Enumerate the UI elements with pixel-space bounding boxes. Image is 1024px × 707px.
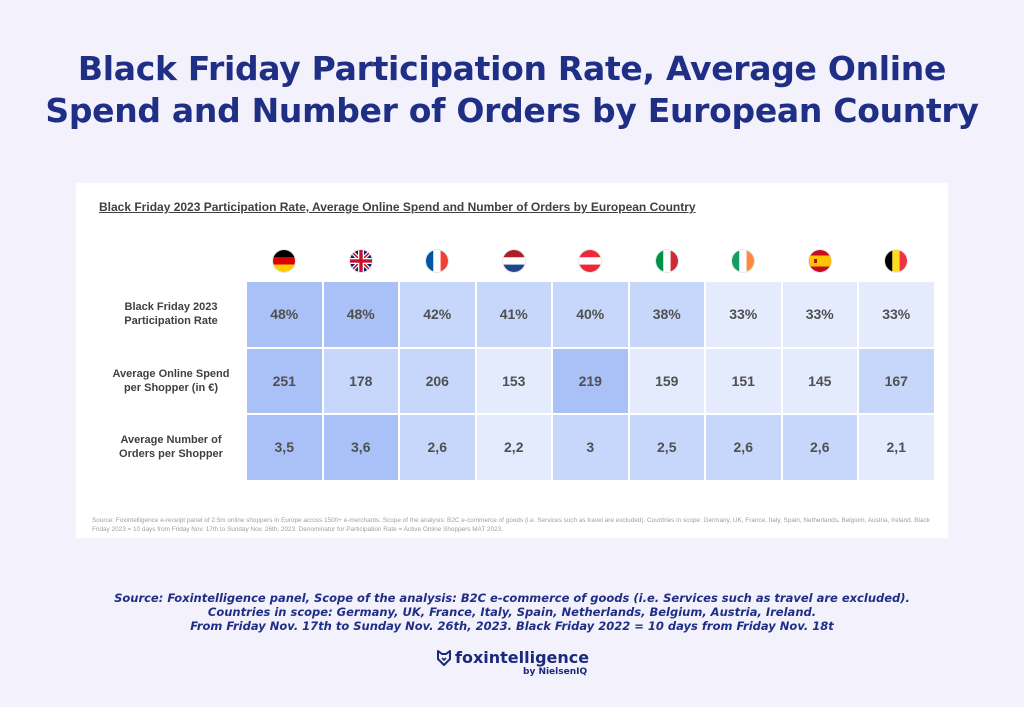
- flag-belgium-icon: [885, 250, 908, 272]
- table-cell: 3,5: [247, 415, 322, 480]
- flag-uk-icon: [349, 250, 372, 272]
- source-line-1: Source: Foxintelligence panel, Scope of …: [114, 591, 910, 605]
- flag-france-icon: [426, 250, 449, 272]
- table-cell: 42%: [400, 282, 475, 347]
- page-title: Black Friday Participation Rate, Average…: [0, 48, 1024, 132]
- table-cell: 206: [400, 348, 475, 413]
- chart-title: Black Friday 2023 Participation Rate, Av…: [99, 200, 696, 214]
- table-cell: 2,5: [629, 415, 704, 480]
- table-cell: 2,6: [400, 415, 475, 480]
- row-label: Average Online Spend per Shopper (in €): [96, 367, 246, 395]
- row-label-line: per Shopper (in €): [123, 381, 219, 394]
- flag-italy-icon: [655, 250, 678, 272]
- page-title-line-1: Black Friday Participation Rate, Average…: [77, 49, 947, 88]
- table-cell: 48%: [247, 282, 322, 347]
- table-cell: 3,6: [323, 415, 398, 480]
- table-cell: 178: [323, 348, 398, 413]
- page-title-line-2: Spend and Number of Orders by European C…: [45, 91, 979, 130]
- table-cell: 38%: [629, 282, 704, 347]
- table-cell: 159: [629, 348, 704, 413]
- table-cell: 33%: [782, 282, 857, 347]
- source-text: Source: Foxintelligence panel, Scope of …: [0, 591, 1024, 633]
- table-cell: 2,6: [782, 415, 857, 480]
- flag-germany-icon: [273, 250, 296, 272]
- table-cell: 167: [859, 348, 934, 413]
- table-cell: 3: [553, 415, 628, 480]
- logo-name: foxintelligence: [455, 648, 590, 667]
- flag-spain-icon: [808, 250, 831, 272]
- table-cell: 151: [706, 348, 781, 413]
- chart-footnote: Source: Foxintelligence e-receipt panel …: [92, 517, 930, 533]
- flag-netherlands-icon: [502, 250, 525, 272]
- chart-card: Black Friday 2023 Participation Rate, Av…: [76, 183, 948, 538]
- row-label-line: Average Online Spend: [112, 367, 230, 380]
- table-cell: 48%: [323, 282, 398, 347]
- logo-sub: by NielsenIQ: [523, 667, 588, 677]
- source-line-2: Countries in scope: Germany, UK, France,…: [207, 605, 817, 619]
- flag-ireland-icon: [732, 250, 755, 272]
- row-label: Black Friday 2023 Participation Rate: [96, 300, 246, 328]
- source-line-3: From Friday Nov. 17th to Sunday Nov. 26t…: [190, 619, 834, 633]
- row-label: Average Number of Orders per Shopper: [96, 433, 246, 461]
- table-cell: 40%: [553, 282, 628, 347]
- table-cell: 2,2: [476, 415, 551, 480]
- row-label-line: Participation Rate: [124, 315, 218, 328]
- table-cell: 219: [553, 348, 628, 413]
- table-cell: 145: [782, 348, 857, 413]
- table-cell: 33%: [706, 282, 781, 347]
- flag-austria-icon: [579, 250, 602, 272]
- fox-head-icon: [437, 650, 451, 666]
- row-label-line: Orders per Shopper: [119, 448, 223, 461]
- table-cell: 41%: [476, 282, 551, 347]
- table-cell: 251: [247, 348, 322, 413]
- foxintelligence-logo: foxintelligence by NielsenIQ: [437, 648, 597, 682]
- row-label-line: Black Friday 2023: [124, 301, 218, 314]
- table-cell: 153: [476, 348, 551, 413]
- table-cell: 33%: [859, 282, 934, 347]
- table-cell: 2,6: [706, 415, 781, 480]
- row-label-line: Average Number of: [120, 434, 222, 447]
- table-cell: 2,1: [859, 415, 934, 480]
